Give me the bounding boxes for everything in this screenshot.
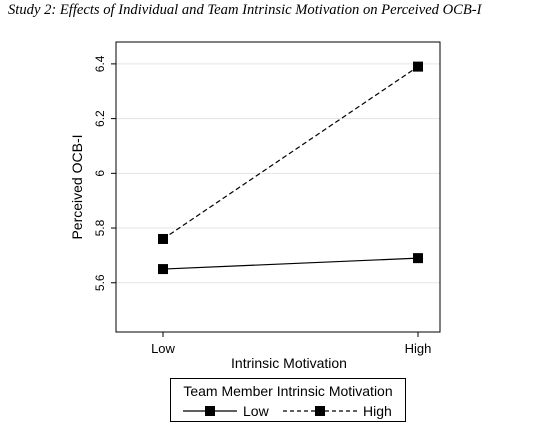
- data-point-marker: [158, 233, 168, 244]
- legend-swatch-dashed: [283, 406, 357, 416]
- legend-label-low: Low: [243, 403, 269, 419]
- y-tick-label: 6: [93, 170, 107, 177]
- y-axis-ticks: 5.6 5.8 6 6.2 6.4: [93, 55, 116, 291]
- legend-label-high: High: [363, 403, 392, 419]
- y-tick-label: 6.4: [93, 55, 107, 72]
- data-point-marker: [158, 264, 168, 275]
- plot-frame: [115, 41, 441, 333]
- y-tick-label: 5.8: [93, 219, 107, 236]
- figure-title: Study 2: Effects of Individual and Team …: [8, 2, 482, 18]
- data-point-marker: [413, 61, 423, 72]
- legend: Team Member Intrinsic Motivation Low Hig…: [170, 378, 406, 422]
- legend-entry-high: High: [283, 402, 392, 420]
- y-tick-label: 5.6: [93, 274, 107, 291]
- series-line-solid: [162, 257, 419, 270]
- x-tick-label: Low: [151, 341, 175, 356]
- series-line-dashed: [162, 66, 419, 240]
- x-axis-ticks: Low High: [151, 332, 431, 356]
- series-group: [158, 61, 423, 275]
- legend-entry-low: Low: [183, 402, 269, 420]
- legend-title: Team Member Intrinsic Motivation: [183, 383, 393, 399]
- data-point-marker: [413, 253, 423, 264]
- legend-swatch-solid: [183, 406, 237, 416]
- x-tick-label: High: [405, 341, 432, 356]
- y-tick-label: 6.2: [93, 110, 107, 127]
- gridlines: [116, 63, 440, 284]
- y-axis-label: Perceived OCB-I: [69, 134, 85, 239]
- x-axis-label: Intrinsic Motivation: [231, 355, 347, 371]
